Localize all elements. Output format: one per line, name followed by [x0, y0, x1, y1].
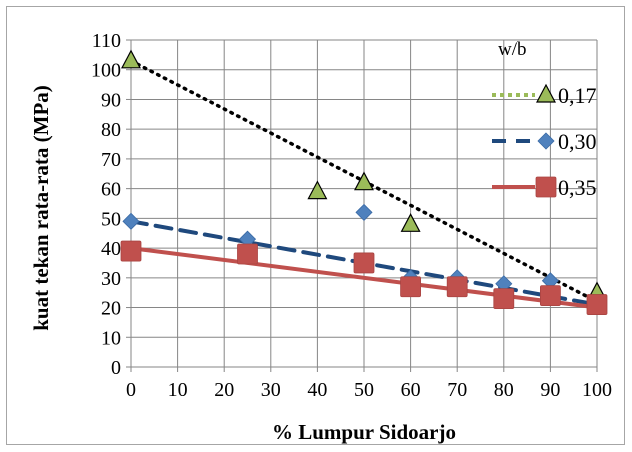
legend-label: 0,30 [558, 129, 597, 154]
x-tick-label: 10 [168, 379, 188, 401]
marker-square [446, 276, 468, 298]
x-tick-label: 80 [494, 379, 514, 401]
y-tick-label: 20 [101, 298, 121, 320]
marker-triangle [307, 180, 328, 200]
legend-label: 0,35 [558, 175, 597, 200]
marker-square [493, 288, 515, 310]
marker-triangle [354, 171, 374, 191]
x-tick-label: 30 [261, 379, 281, 401]
marker-triangle [121, 49, 141, 69]
legend-marker-square [535, 176, 557, 198]
x-axis-title: % Lumpur Sidoarjo [272, 420, 456, 444]
trendline-square [129, 246, 599, 310]
marker-diamond [122, 212, 140, 230]
axes [126, 39, 598, 372]
y-axis-title: kuat tekan rata-rata (MPa) [29, 85, 53, 331]
x-tick-label: 60 [401, 379, 421, 401]
y-tick-label: 50 [101, 208, 121, 230]
y-tick-labels: 0 10 20 30 40 50 60 70 80 90 100 110 [91, 30, 121, 379]
data-markers [120, 49, 608, 315]
marker-square [400, 276, 422, 298]
y-tick-label: 60 [101, 179, 121, 201]
x-tick-label: 70 [447, 379, 467, 401]
legend-marker-triangle [536, 83, 556, 103]
x-tick-label: 40 [307, 379, 327, 401]
y-tick-label: 90 [101, 89, 121, 111]
marker-square [237, 243, 258, 265]
x-tick-labels: 0 10 20 30 40 50 60 70 80 90 100 [126, 379, 612, 401]
y-tick-label: 70 [101, 149, 121, 171]
marker-diamond [355, 203, 373, 221]
chart-frame [6, 6, 625, 445]
y-tick-label: 80 [101, 119, 121, 141]
x-tick-label: 100 [582, 379, 612, 401]
marker-square [353, 252, 375, 274]
marker-square [586, 294, 608, 315]
marker-square [540, 285, 561, 307]
y-tick-label: 100 [91, 60, 121, 82]
x-tick-label: 0 [126, 379, 136, 401]
marker-square [120, 240, 142, 262]
marker-triangle [400, 213, 421, 232]
legend: w/b 0,17 0,30 0,35 [492, 39, 597, 200]
y-tick-label: 10 [101, 327, 121, 349]
legend-title: w/b [498, 39, 527, 60]
x-tick-label: 50 [354, 379, 374, 401]
y-tick-label: 30 [101, 268, 121, 290]
legend-label: 0,17 [558, 83, 597, 108]
x-tick-label: 20 [214, 379, 234, 401]
y-tick-label: 40 [101, 238, 121, 260]
x-tick-label: 90 [540, 379, 560, 401]
y-tick-label: 110 [92, 30, 121, 52]
legend-items: 0,17 0,30 0,35 [492, 83, 597, 200]
legend-marker-diamond [537, 132, 555, 150]
y-tick-label: 0 [111, 357, 121, 379]
